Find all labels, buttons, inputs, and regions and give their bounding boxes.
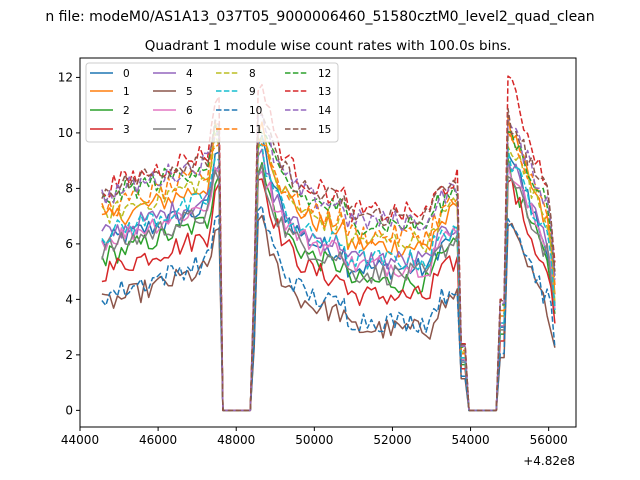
legend-label-6: 6 — [186, 105, 193, 117]
x-tick-label: 50000 — [295, 433, 333, 447]
series-line-1 — [101, 115, 556, 412]
x-tick-label: 48000 — [217, 433, 255, 447]
legend-label-0: 0 — [123, 68, 130, 80]
x-tick-label: 56000 — [530, 433, 568, 447]
legend-label-4: 4 — [186, 68, 193, 80]
y-tick-label: 0 — [65, 403, 73, 417]
y-tick-label: 8 — [65, 181, 73, 195]
plot-lines — [101, 75, 556, 412]
series-line-15 — [101, 105, 556, 412]
x-tick-label: 54000 — [451, 433, 489, 447]
legend-label-11: 11 — [249, 124, 262, 136]
legend-label-5: 5 — [186, 86, 193, 98]
legend-label-14: 14 — [318, 105, 332, 117]
x-tick-label: 46000 — [139, 433, 177, 447]
y-tick-label: 12 — [58, 70, 73, 84]
legend-label-12: 12 — [318, 68, 331, 80]
y-tick-label: 2 — [65, 348, 73, 362]
series-line-14 — [101, 113, 556, 412]
x-axis-offset-label: +4.82e8 — [523, 454, 575, 468]
figure-suptitle: n file: modeM0/AS1A13_037T05_9000006460_… — [45, 9, 594, 25]
chart-title: Quadrant 1 module wise count rates with … — [145, 38, 511, 54]
legend-label-3: 3 — [123, 124, 130, 136]
series-line-10 — [101, 205, 556, 412]
legend-label-13: 13 — [318, 86, 331, 98]
series-line-12 — [101, 124, 556, 412]
legend-frame — [85, 62, 339, 143]
legend-label-8: 8 — [249, 68, 256, 80]
legend-label-2: 2 — [123, 105, 130, 117]
axis-ticks: 44000 46000 48000 50000 52000 54000 56000 0 2 4 6 8… — [58, 70, 568, 447]
y-tick-label: 10 — [58, 126, 73, 140]
legend-label-7: 7 — [186, 124, 193, 136]
plot-area-frame — [79, 57, 577, 428]
legend-label-10: 10 — [249, 105, 262, 117]
series-line-5 — [101, 214, 556, 412]
legend-label-1: 1 — [123, 86, 130, 98]
x-tick-label: 52000 — [373, 433, 411, 447]
y-tick-label: 4 — [65, 292, 73, 306]
legend-label-15: 15 — [318, 124, 331, 136]
y-tick-label: 6 — [65, 237, 73, 251]
series-line-0 — [101, 134, 556, 412]
x-tick-label: 44000 — [61, 433, 99, 447]
legend-label-9: 9 — [249, 86, 256, 98]
